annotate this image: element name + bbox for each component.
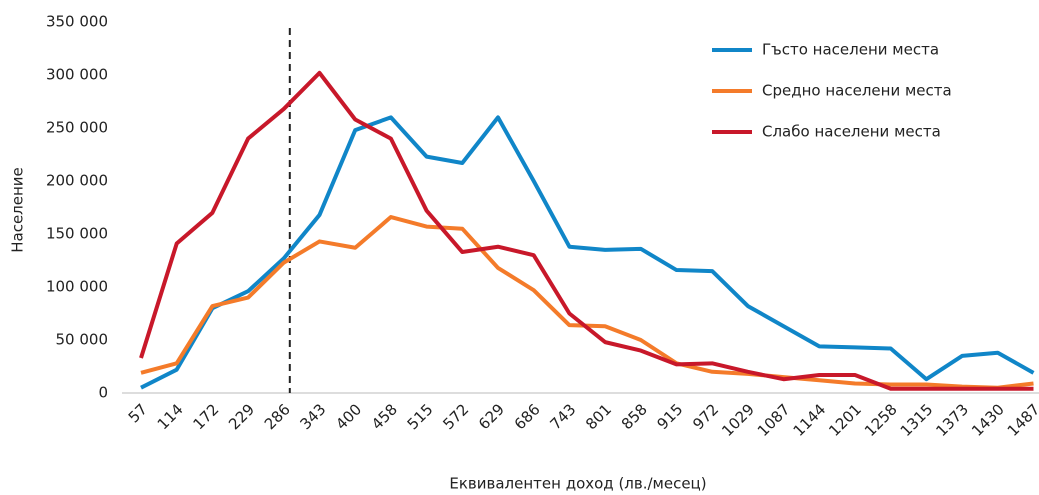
x-tick-label: 1029 <box>718 400 758 440</box>
x-tick-label: 458 <box>368 400 401 433</box>
y-tick-label: 0 <box>98 384 108 402</box>
x-tick-label: 1087 <box>754 400 794 440</box>
x-tick-label: 57 <box>125 400 151 426</box>
legend-label: Слабо населени места <box>762 123 941 141</box>
x-tick-label: 572 <box>439 400 472 433</box>
y-tick-label: 150 000 <box>46 225 108 243</box>
y-axis-title: Население <box>9 167 27 253</box>
y-tick-label: 50 000 <box>56 331 109 349</box>
series-line <box>139 70 1034 391</box>
x-tick-label: 229 <box>225 400 258 433</box>
x-tick-label: 686 <box>511 400 544 433</box>
x-tick-label: 743 <box>546 400 579 433</box>
y-tick-label: 100 000 <box>46 278 108 296</box>
x-tick-label: 114 <box>154 400 187 433</box>
x-tick-label: 1201 <box>825 400 865 440</box>
x-tick-label: 801 <box>582 400 615 433</box>
x-tick-label: 972 <box>689 400 722 433</box>
y-tick-label: 200 000 <box>46 172 108 190</box>
x-tick-label: 1487 <box>1004 400 1039 440</box>
x-tick-label: 1430 <box>968 400 1008 440</box>
x-tick-label: 343 <box>297 400 330 433</box>
x-tick-label: 1258 <box>861 400 901 440</box>
series-line <box>140 215 1034 390</box>
x-tick-label: 1373 <box>932 400 972 440</box>
x-tick-label: 858 <box>618 400 651 433</box>
y-tick-label: 250 000 <box>46 119 108 137</box>
x-tick-label: 286 <box>261 400 294 433</box>
series-line <box>140 115 1035 390</box>
x-tick-label: 1315 <box>897 400 937 440</box>
x-tick-label: 515 <box>404 400 437 433</box>
legend-label: Гъсто населени места <box>762 41 939 59</box>
x-tick-label: 1144 <box>790 400 830 440</box>
x-tick-label: 172 <box>189 400 222 433</box>
x-tick-label: 629 <box>475 400 508 433</box>
y-tick-label: 300 000 <box>46 66 108 84</box>
x-axis-title: Еквивалентен доход (лв./месец) <box>449 475 706 493</box>
x-tick-label: 400 <box>332 400 365 433</box>
legend-label: Средно населени места <box>762 82 952 100</box>
y-tick-label: 350 000 <box>46 13 108 31</box>
x-tick-label: 915 <box>654 400 687 433</box>
